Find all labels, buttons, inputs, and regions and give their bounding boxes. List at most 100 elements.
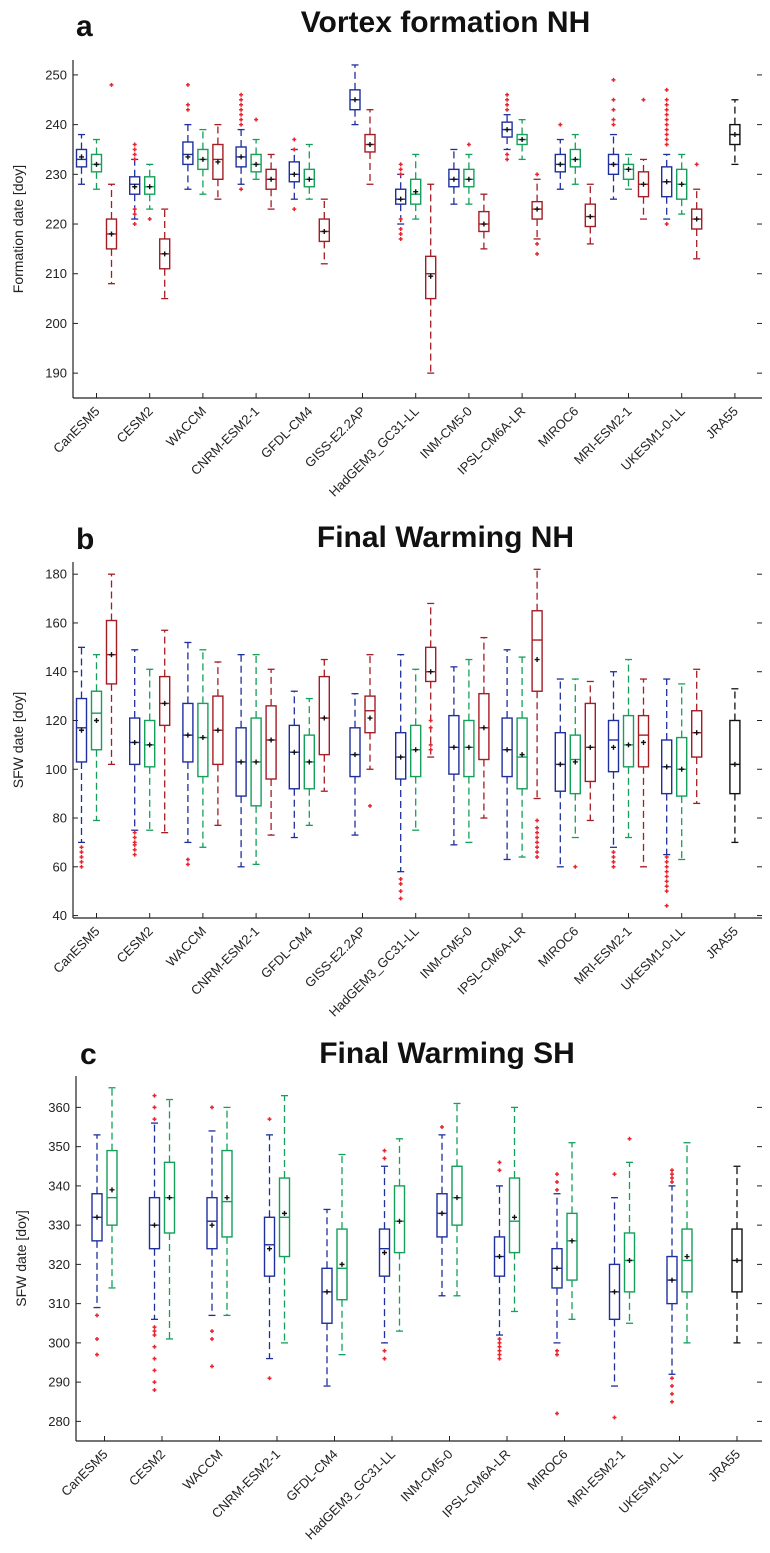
outlier-point [152,1117,157,1122]
outlier-point [664,137,669,142]
outlier-point [152,1329,157,1334]
box-iqr [448,168,460,188]
box-green [143,668,156,831]
outlier-point [132,222,137,227]
mean-marker [466,176,472,182]
mean-marker [306,759,312,765]
outlier-point [670,1168,674,1173]
outlier-point [132,142,137,147]
outlier-point [558,122,563,127]
box-blue [235,654,247,868]
mean-marker [94,161,99,167]
box-blue [501,649,513,861]
outlier-point [267,1117,272,1122]
mean-marker [253,161,259,167]
outlier-point [535,241,540,246]
panel-title: Final Warming SH [319,1037,575,1070]
outlier-point [132,207,137,212]
outlier-point [664,122,669,127]
box-iqr [516,717,528,790]
x-tick-label: CESM2 [126,1447,168,1489]
box-iqr [622,163,635,180]
box-red [364,109,376,185]
box-blue [75,133,88,185]
chart-panel-a: a Vortex formation NH 190 200 210 220 230 240 25… [10,6,762,499]
box-blue [501,92,513,162]
outlier-point [79,864,84,869]
box-green [623,1136,636,1324]
outlier-point [497,1348,502,1353]
outlier-point [505,102,510,107]
box-iqr [393,1185,406,1254]
mean-marker [352,97,358,103]
box-iqr [508,1177,521,1254]
mean-marker [572,156,578,162]
mean-marker [587,214,593,220]
mean-marker [428,273,434,279]
x-tick-label: CanESM5 [50,404,103,457]
outlier-point [428,718,433,723]
box-red [478,636,490,819]
outlier-point [535,855,540,860]
box-green [250,117,262,180]
mean-marker [694,216,700,222]
mean-marker [367,715,373,721]
y-tick-label: 160 [45,615,67,630]
outlier-point [611,97,616,102]
outlier-point [535,850,540,855]
box-green [681,1142,693,1344]
outlier-point [505,97,510,102]
outlier-point [664,112,669,117]
mean-marker [626,742,631,748]
box-green [278,1094,291,1344]
y-tick-label: 60 [53,859,67,874]
y-tick-label: 250 [45,67,67,82]
outlier-point [612,1415,617,1420]
box-blue [321,1208,333,1387]
y-tick-label: 300 [48,1335,70,1350]
outlier-point [152,1387,157,1392]
box-iqr [584,203,596,228]
mean-marker [684,1254,690,1260]
mean-marker [439,1210,445,1216]
y-tick-label: 290 [48,1375,70,1390]
outlier-point [109,82,114,87]
mean-marker [109,1187,115,1193]
outlier-point [79,859,84,864]
box-blue [148,1093,161,1392]
x-tick-label: JRA55 [705,1447,743,1485]
box-iqr [303,168,315,188]
box-iqr [729,719,741,795]
box-black [731,1165,743,1344]
box-green [336,1153,348,1356]
outlier-point [641,97,646,102]
box-iqr [463,168,475,188]
mean-marker [398,196,404,202]
box-iqr [336,1228,348,1301]
y-tick-label: 330 [48,1218,70,1233]
outlier-point [152,1368,157,1373]
mean-marker [132,184,138,190]
outlier-point [292,137,297,142]
box-blue [128,649,141,857]
mean-marker [215,727,221,733]
box-green [622,153,635,190]
box-blue [395,654,407,901]
box-green [516,118,528,161]
box-green [516,656,528,858]
box-blue [288,690,300,839]
box-green [622,658,635,839]
mean-marker [321,228,327,234]
outlier-point [132,852,137,857]
box-iqr [623,1232,636,1293]
outlier-point [267,1376,272,1381]
outlier-point [664,117,669,122]
y-tick-label: 100 [45,762,67,777]
outlier-point [555,1411,559,1416]
outlier-point [670,1172,674,1177]
x-tick-label: INM-CM5-0 [417,924,475,982]
box-iqr [501,717,513,778]
outlier-point [555,1172,559,1177]
mean-marker [147,742,153,748]
outlier-point [497,1168,502,1173]
